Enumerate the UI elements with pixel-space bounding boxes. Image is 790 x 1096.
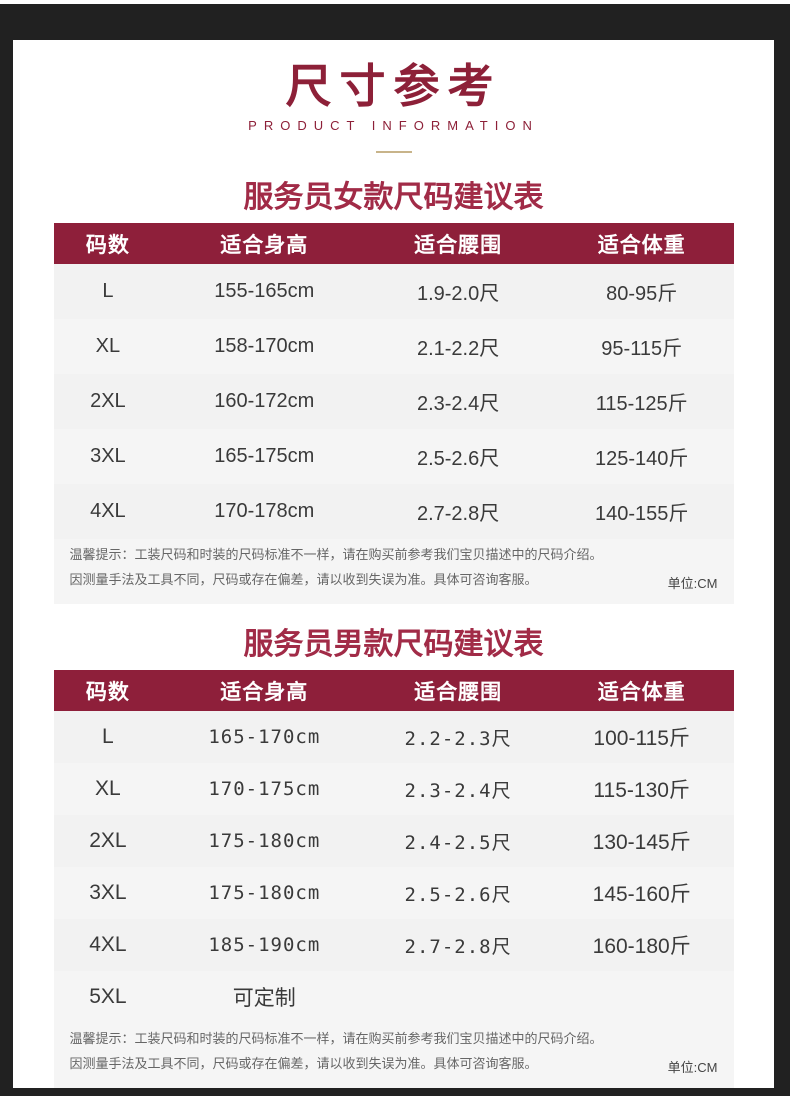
table-cell: 2.4-2.5尺 xyxy=(404,831,512,854)
table-cell: XL xyxy=(95,777,121,800)
table-cell: 158-170cm xyxy=(214,335,315,357)
table-cell: 140-155斤 xyxy=(594,503,689,525)
table-cell: 175-180cm xyxy=(208,882,321,904)
product-info-page: 尺寸参考 PRODUCT INFORMATION 服务员女款尺码建议表 码数 适… xyxy=(13,40,774,1088)
content-column: 尺寸参考 PRODUCT INFORMATION 服务员女款尺码建议表 码数 适… xyxy=(53,40,734,1088)
men-table-section: 服务员男款尺码建议表 码数 适合身高 适合腰围 适合体重 L 165-170cm… xyxy=(53,628,734,1088)
table-cell: 可定制 xyxy=(232,987,296,1010)
size-table-men: L 165-170cm 2.2-2.3尺 100-115斤 XL 170-175… xyxy=(53,711,734,1023)
table-cell: 115-130斤 xyxy=(593,779,690,802)
table-cell: 5XL xyxy=(89,985,127,1008)
table-cell: 115-125斤 xyxy=(595,393,688,415)
gold-divider xyxy=(375,151,412,153)
women-table-title: 服务员女款尺码建议表 xyxy=(243,181,544,214)
table-row: 3XL 175-180cm 2.5-2.6尺 145-160斤 xyxy=(54,867,734,919)
table-cell: 2.7-2.8尺 xyxy=(404,935,512,958)
table-cell: 160-172cm xyxy=(214,390,315,412)
table-cell: L xyxy=(102,725,114,748)
table-cell: 3XL xyxy=(90,445,126,467)
table-row: 2XL 175-180cm 2.4-2.5尺 130-145斤 xyxy=(54,815,734,867)
table-cell: 2.5-2.6尺 xyxy=(416,448,500,470)
table-cell: 2XL xyxy=(90,390,126,412)
size-table-women: L 155-165cm 1.9-2.0尺 80-95斤 XL 158-170cm… xyxy=(53,264,734,539)
table-cell: 2.2-2.3尺 xyxy=(404,727,512,750)
column-header: 适合体重 xyxy=(597,233,686,257)
table-row: 4XL 170-178cm 2.7-2.8尺 140-155斤 xyxy=(54,484,734,539)
table-cell: 145-160斤 xyxy=(592,883,691,906)
men-table-title: 服务员男款尺码建议表 xyxy=(243,628,544,661)
table-cell: 2.1-2.2尺 xyxy=(416,338,500,360)
table-cell: 100-115斤 xyxy=(593,727,690,750)
table-cell: 1.9-2.0尺 xyxy=(416,283,500,305)
column-header: 码数 xyxy=(85,680,130,704)
column-header: 码数 xyxy=(85,233,130,257)
column-header: 适合腰围 xyxy=(414,680,503,704)
table-cell: 130-145斤 xyxy=(592,831,691,854)
table-row: XL 158-170cm 2.1-2.2尺 95-115斤 xyxy=(54,319,734,374)
table-cell: 125-140斤 xyxy=(594,448,689,470)
table-cell: 155-165cm xyxy=(214,280,315,302)
table-cell: 2XL xyxy=(89,829,127,852)
table-row: 2XL 160-172cm 2.3-2.4尺 115-125斤 xyxy=(54,374,734,429)
table-cell: 175-180cm xyxy=(208,830,321,852)
women-table-header: 码数 适合身高 适合腰围 适合体重 xyxy=(53,223,734,264)
table-cell: 2.3-2.4尺 xyxy=(416,393,500,415)
table-cell: 2.5-2.6尺 xyxy=(404,883,512,906)
table-row: L 165-170cm 2.2-2.3尺 100-115斤 xyxy=(54,711,734,763)
note-line: 因测量手法及工具不同，尺码或存在偏差，请以收到失误为准。具体可咨询客服。 xyxy=(69,572,538,587)
table-cell: 80-95斤 xyxy=(606,283,678,305)
column-header: 适合体重 xyxy=(597,680,686,704)
table-cell: 160-180斤 xyxy=(592,935,691,958)
table-cell: 170-178cm xyxy=(214,500,315,522)
table-row: XL 170-175cm 2.3-2.4尺 115-130斤 xyxy=(54,763,734,815)
table-cell: 4XL xyxy=(90,500,126,522)
women-table-notes: 温馨提示：工装尺码和时装的尺码标准不一样，请在购买前参考我们宝贝描述中的尺码介绍… xyxy=(53,539,734,604)
page-title: 尺寸参考 xyxy=(285,59,502,113)
page-subtitle: PRODUCT INFORMATION xyxy=(248,118,539,133)
table-cell: XL xyxy=(95,335,121,357)
hero-section: 尺寸参考 PRODUCT INFORMATION xyxy=(54,40,734,153)
table-cell: L xyxy=(102,280,114,302)
table-cell: 165-175cm xyxy=(214,445,315,467)
table-cell: 170-175cm xyxy=(208,778,321,800)
men-table-header: 码数 适合身高 适合腰围 适合体重 xyxy=(53,670,734,711)
table-row: 5XL 可定制 xyxy=(54,971,734,1023)
note-line: 温馨提示：工装尺码和时装的尺码标准不一样，请在购买前参考我们宝贝描述中的尺码介绍… xyxy=(69,547,603,562)
table-cell: 165-170cm xyxy=(208,726,321,748)
column-header: 适合腰围 xyxy=(414,233,503,257)
unit-label: 单位:CM xyxy=(667,1060,718,1075)
table-cell: 2.3-2.4尺 xyxy=(404,779,512,802)
table-cell: 3XL xyxy=(89,881,127,904)
table-cell: 95-115斤 xyxy=(601,338,683,360)
table-cell: 4XL xyxy=(89,933,127,956)
table-cell: 185-190cm xyxy=(208,934,321,956)
note-line: 温馨提示：工装尺码和时装的尺码标准不一样，请在购买前参考我们宝贝描述中的尺码介绍… xyxy=(69,1031,603,1046)
column-header: 适合身高 xyxy=(220,233,309,257)
table-row: L 155-165cm 1.9-2.0尺 80-95斤 xyxy=(54,264,734,319)
table-cell: 2.7-2.8尺 xyxy=(416,503,500,525)
men-table-notes: 温馨提示：工装尺码和时装的尺码标准不一样，请在购买前参考我们宝贝描述中的尺码介绍… xyxy=(53,1023,734,1088)
column-header: 适合身高 xyxy=(220,680,309,704)
table-row: 4XL 185-190cm 2.7-2.8尺 160-180斤 xyxy=(54,919,734,971)
note-line: 因测量手法及工具不同，尺码或存在偏差，请以收到失误为准。具体可咨询客服。 xyxy=(69,1056,538,1071)
table-row: 3XL 165-175cm 2.5-2.6尺 125-140斤 xyxy=(54,429,734,484)
unit-label: 单位:CM xyxy=(667,576,718,591)
